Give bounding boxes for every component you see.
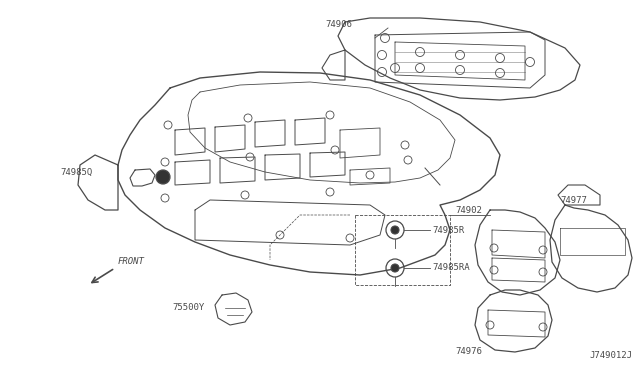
Text: FRONT: FRONT <box>118 257 145 266</box>
Text: 74985RA: 74985RA <box>432 263 470 273</box>
Text: 75500Y: 75500Y <box>172 302 204 311</box>
Text: 74906: 74906 <box>325 19 352 29</box>
Text: 74985R: 74985R <box>432 225 464 234</box>
Circle shape <box>391 264 399 272</box>
Text: 74902: 74902 <box>455 205 482 215</box>
Circle shape <box>156 170 170 184</box>
Text: 74977: 74977 <box>560 196 587 205</box>
Text: 74985Q: 74985Q <box>60 167 92 176</box>
Text: J749012J: J749012J <box>589 351 632 360</box>
Text: 74976: 74976 <box>455 347 482 356</box>
Circle shape <box>391 226 399 234</box>
